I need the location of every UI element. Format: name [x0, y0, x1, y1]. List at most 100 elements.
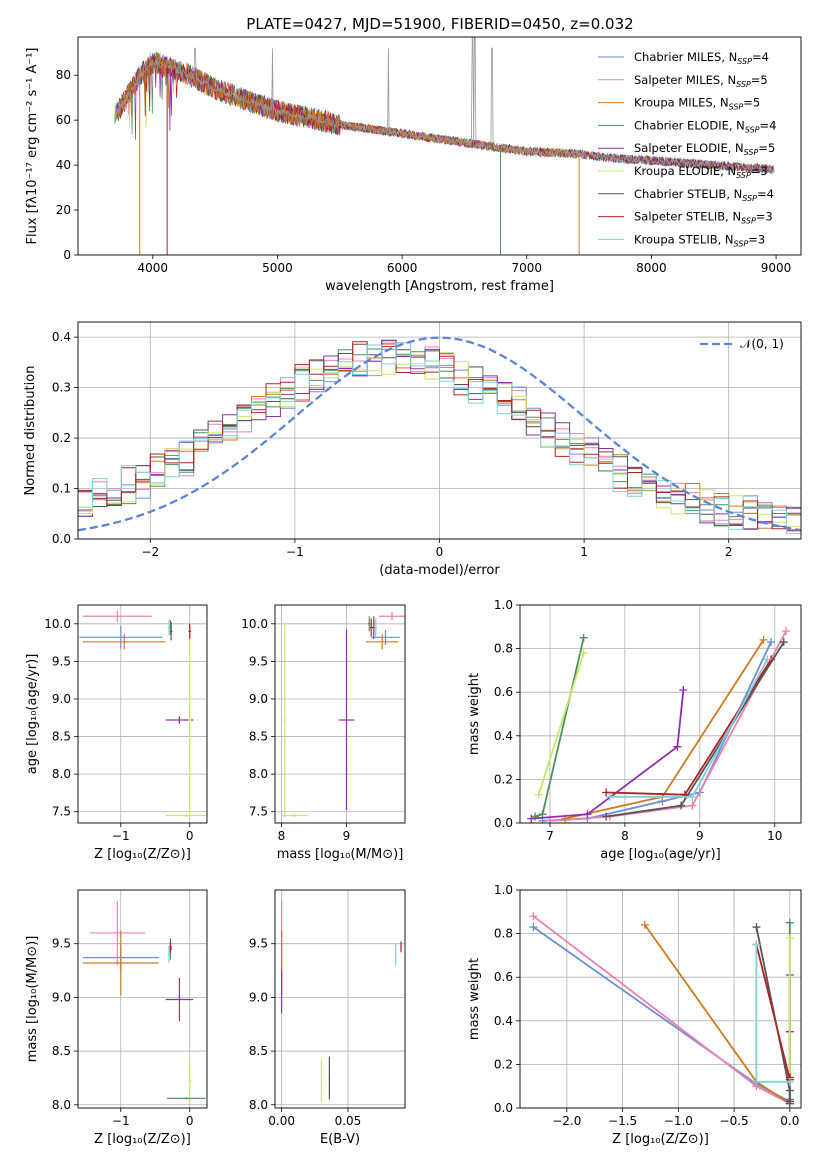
x-tick-label: −2 [141, 545, 159, 559]
axes-frame [274, 604, 406, 824]
x-tick-label: 9 [696, 829, 704, 843]
y-tick-label: 1.0 [494, 598, 513, 612]
plus-marker [534, 790, 543, 799]
plus-marker [677, 801, 686, 810]
y-tick-label: 0.4 [494, 1014, 513, 1028]
plot-area [281, 612, 405, 818]
y-tick-label: 0.3 [52, 381, 71, 395]
x-tick-label: 10 [767, 829, 782, 843]
x-tick-label: −0.5 [720, 1114, 749, 1128]
x-tick-label: 1 [580, 545, 588, 559]
plus-marker [752, 940, 761, 949]
y-tick-label: 0.0 [52, 532, 71, 546]
y-tick-label: 9.5 [249, 937, 268, 951]
x-axis-label: (data-model)/error [379, 563, 500, 578]
spectrum-model-line [116, 53, 774, 175]
y-tick-label: 10.0 [241, 617, 268, 631]
y-tick-label: 8.5 [249, 1044, 268, 1058]
legend-label: Kroupa MILES, NSSP=5 [634, 96, 760, 112]
x-axis-label: E(B-V) [320, 1132, 360, 1147]
axes-frame [77, 321, 802, 540]
y-tick-label: 8.0 [52, 767, 71, 781]
plus-marker [785, 1086, 794, 1095]
y-axis-label: mass weight [467, 958, 482, 1040]
legend-label: Chabrier ELODIE, NSSP=4 [634, 118, 776, 134]
panel-residuals: −2 −1 0 1 2 0.0 0.1 0.2 0.3 0.4 (data-model)/error… [23, 321, 802, 578]
legend-label: Chabrier STELIB, NSSP=4 [634, 187, 774, 203]
x-tick-label: 9000 [761, 261, 792, 275]
legend-label: Kroupa STELIB, NSSP=3 [634, 232, 765, 248]
axes-frame [77, 604, 208, 824]
y-axis-label: mass weight [467, 673, 482, 755]
y-tick-label: 9.0 [52, 990, 71, 1004]
y-tick-label: 9.0 [249, 692, 268, 706]
x-tick-label: 8000 [636, 261, 667, 275]
axes-frame [519, 889, 802, 1109]
x-tick-label: 7000 [511, 261, 542, 275]
y-tick-label: 0.1 [52, 482, 71, 496]
plot-area [527, 627, 791, 823]
legend-label: Chabrier MILES, NSSP=4 [634, 50, 769, 66]
plot-area [82, 900, 206, 1103]
mass-weight-line [755, 944, 791, 1080]
y-axis-label: age [log₁₀(age/yr)] [25, 654, 40, 775]
axes-frame [77, 889, 208, 1109]
y-tick-label: 0.4 [494, 729, 513, 743]
plus-marker [545, 816, 554, 823]
x-tick-label: 0 [186, 1114, 194, 1128]
plus-marker [785, 1077, 794, 1086]
x-tick-label: 4000 [138, 261, 169, 275]
plus-marker [527, 814, 536, 823]
y-axis-label: Flux [fλ10⁻¹⁷ erg cm⁻² s⁻¹ A⁻¹] [25, 48, 40, 245]
plus-marker [640, 920, 649, 929]
plot-area [529, 912, 794, 1108]
y-tick-label: 0.2 [494, 1057, 513, 1071]
y-tick-label: 0.0 [494, 1101, 513, 1115]
plus-marker [779, 638, 788, 647]
plus-marker [579, 648, 588, 657]
legend-label: Salpeter ELODIE, NSSP=5 [634, 141, 775, 157]
axes-frame [274, 889, 406, 1109]
y-tick-label: 20 [56, 203, 71, 217]
plot-area [113, 37, 775, 255]
x-tick-label: −1.5 [608, 1114, 637, 1128]
plus-marker [529, 912, 538, 921]
y-tick-label: 0.4 [52, 330, 71, 344]
y-tick-label: 0.8 [494, 927, 513, 941]
x-tick-label: 0.05 [335, 1114, 362, 1128]
x-tick-label: −2.0 [552, 1114, 581, 1128]
plus-marker [688, 801, 697, 810]
x-tick-label: −1 [286, 545, 304, 559]
plot-area [79, 610, 207, 818]
plus-marker [782, 627, 791, 636]
plot-area [78, 336, 801, 535]
plus-marker [767, 638, 776, 647]
mass-weight-line [549, 630, 787, 822]
x-tick-label: −1 [112, 829, 130, 843]
legend-label: Salpeter MILES, NSSP=5 [634, 73, 768, 89]
plus-marker [688, 792, 697, 801]
x-tick-label: 7 [546, 829, 554, 843]
plus-marker [763, 655, 772, 664]
plus-marker [583, 810, 592, 819]
mass-weight-line [644, 924, 791, 1105]
plus-marker [605, 792, 614, 801]
y-tick-label: 7.5 [52, 805, 71, 819]
x-axis-label: age [log₁₀(age/yr)] [600, 847, 721, 862]
legend-label: Kroupa ELODIE, NSSP=3 [634, 164, 768, 180]
spectrum-data-line [115, 37, 775, 174]
plus-marker [673, 742, 682, 751]
y-tick-label: 10.0 [44, 617, 71, 631]
y-tick-label: 8.0 [249, 767, 268, 781]
y-tick-label: 8.5 [52, 1044, 71, 1058]
plus-marker [579, 633, 588, 642]
y-axis-label: Normed distribution [23, 366, 38, 496]
y-tick-label: 60 [56, 113, 71, 127]
x-axis-label: Z [log₁₀(Z/Z⊙)] [612, 1132, 709, 1147]
panel-mass_vs_ebv: 0.00 0.05 8.0 8.5 9.0 9.5 E(B-V) [249, 889, 406, 1147]
x-tick-label: 0.00 [268, 1114, 295, 1128]
plus-marker [529, 923, 538, 932]
y-tick-label: 8.0 [52, 1098, 71, 1112]
y-tick-label: 8.5 [52, 730, 71, 744]
panel-mass_vs_Z: −1 0 8.0 8.5 9.0 9.5 Z [log₁₀(Z/Z⊙)] mass [log₁… [25, 889, 208, 1147]
